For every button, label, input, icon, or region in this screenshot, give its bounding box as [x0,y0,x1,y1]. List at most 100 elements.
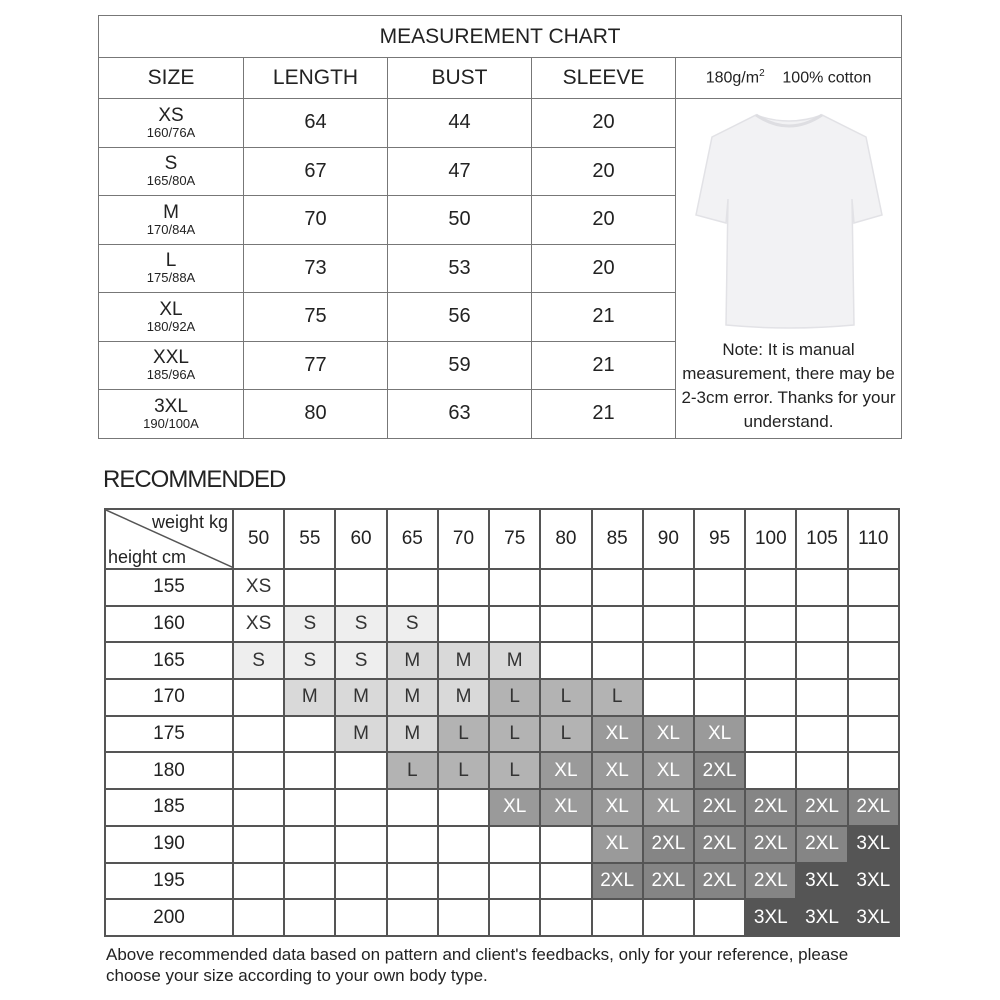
size-recommendation-cell [590,898,644,937]
height-cell: 185 [104,788,234,827]
size-recommendation-cell: XS [231,568,286,607]
size-recommendation-cell [283,714,337,754]
size-recommendation-cell [334,861,388,901]
size-recommendation-cell [846,604,901,644]
size-recommendation-cell [283,788,337,827]
size-recommendation-cell [334,751,388,791]
size-recommendation-cell [590,604,644,644]
bust-cell: 63 [387,389,532,439]
size-name: XXL [153,347,189,369]
size-recommendation-cell: M [385,714,439,754]
size-recommendation-cell [231,678,286,717]
size-recommendation-cell: L [436,751,491,791]
measurement-row: XXL 185/96A 77 59 21 [98,340,902,390]
size-recommendation-cell [334,568,388,607]
size-cell: L 175/88A [98,243,244,293]
size-recommendation-cell [744,714,798,754]
size-recommendation-cell: S [231,641,286,681]
size-recommendation-cell [846,714,901,754]
size-recommendation-cell: 2XL [692,751,747,791]
size-recommendation-cell [846,678,901,717]
size-recommendation-cell [692,678,747,717]
measurement-chart-title: MEASUREMENT CHART [97,15,903,58]
measurement-row: S 165/80A 67 47 20 [98,146,902,196]
bust-cell: 50 [387,195,532,245]
tshirt-image [694,113,883,329]
weight-header: 55 [283,508,337,570]
size-recommendation-cell [385,788,439,827]
diagonal-divider [107,511,231,567]
size-recommendation-cell: 2XL [846,788,901,827]
weight-header: 50 [231,508,286,570]
header-size: SIZE [98,57,244,99]
size-recommendation-cell: M [436,641,491,681]
size-recommendation-cell [744,641,798,681]
size-recommendation-cell [692,604,747,644]
size-recommendation-cell: 2XL [641,824,695,864]
size-cell: 3XL 190/100A [98,389,244,439]
height-cell: 170 [104,678,234,717]
height-cell: 195 [104,861,234,901]
sleeve-cell: 21 [531,292,676,342]
size-recommendation-cell: M [334,714,388,754]
size-recommendation-cell: L [539,714,593,754]
size-recommendation-cell: L [488,714,542,754]
size-recommendation-cell: XL [539,751,593,791]
sleeve-cell: 20 [531,195,676,245]
size-name: L [165,250,177,272]
size-recommendation-cell [641,678,695,717]
size-recommendation-cell: L [436,714,491,754]
size-recommendation-cell [283,824,337,864]
size-recommendation-cell: XS [231,604,286,644]
size-recommendation-cell [795,568,849,607]
size-recommendation-cell [795,604,849,644]
weight-header: 80 [539,508,593,570]
height-label: height cm [108,547,187,567]
size-recommendation-cell: XL [641,788,695,827]
size-recommendation-cell [744,678,798,717]
size-recommendation-cell [488,861,542,901]
size-recommendation-cell: 3XL [795,861,849,901]
size-recommendation-cell: M [436,678,491,717]
size-recommendation-cell [744,604,798,644]
size-recommendation-cell: S [334,641,388,681]
size-name: M [163,201,179,223]
size-recommendation-cell: 2XL [692,824,747,864]
size-recommendation-cell [231,751,286,791]
length-cell: 75 [243,292,388,342]
size-recommendation-cell: XL [539,788,593,827]
size-recommendation-cell [692,898,747,937]
grid-row: 160 XS S S S [104,604,901,644]
fabric-spec: 180g/m2 100% cotton [674,57,903,99]
sleeve-cell: 20 [531,243,676,293]
size-recommendation-cell [539,861,593,901]
size-recommendation-cell: S [385,604,439,644]
size-recommendation-cell [846,568,901,607]
bust-cell: 53 [387,243,532,293]
size-recommendation-cell [488,568,542,607]
size-code: 160/76A [146,124,196,140]
size-recommendation-cell: XL [641,751,695,791]
size-recommendation-cell: M [488,641,542,681]
header-sleeve: SLEEVE [531,57,676,99]
size-recommendation-cell [590,641,644,681]
size-recommendation-cell: 2XL [590,861,644,901]
size-recommendation-cell [692,641,747,681]
size-recommendation-cell: XL [641,714,695,754]
length-cell: 70 [243,195,388,245]
size-recommendation-cell [231,898,286,937]
size-recommendation-cell [436,568,491,607]
size-cell: M 170/84A [98,195,244,245]
sleeve-cell: 21 [531,340,676,390]
size-cell: XXL 185/96A [98,340,244,390]
size-recommendation-cell: S [283,641,337,681]
size-recommendation-cell [488,604,542,644]
measurement-row: L 175/88A 73 53 20 [98,243,902,293]
size-recommendation-cell [641,568,695,607]
size-recommendation-cell [744,751,798,791]
sleeve-cell: 21 [531,389,676,439]
size-recommendation-cell: 2XL [744,788,798,827]
weight-header: 90 [641,508,695,570]
size-recommendation-cell: L [590,678,644,717]
size-code: 180/92A [146,318,196,334]
